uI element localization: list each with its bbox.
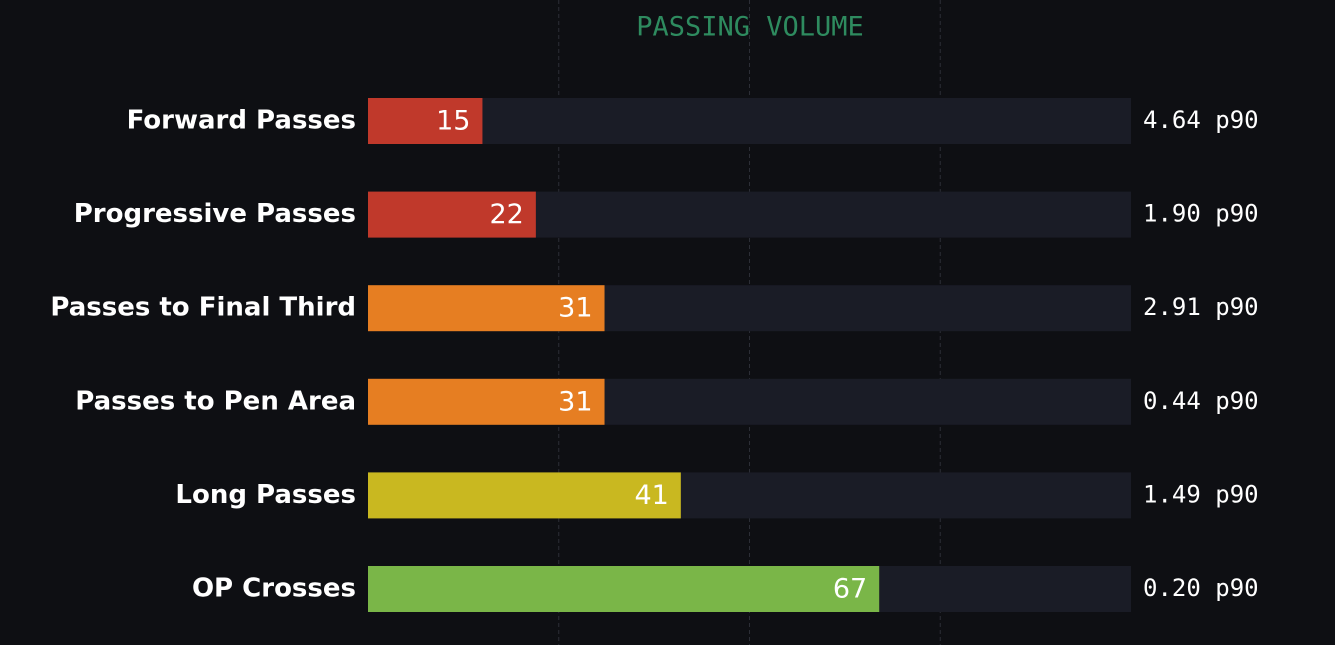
per90-label: 4.64 p90 — [1143, 106, 1259, 134]
category-label: OP Crosses — [192, 574, 356, 604]
bar — [368, 378, 605, 425]
bar-value-label: 31 — [558, 386, 592, 417]
bar-value-label: 15 — [436, 106, 470, 137]
category-label: Passes to Final Third — [50, 293, 356, 323]
bar — [368, 285, 605, 332]
per90-label: 0.20 p90 — [1143, 574, 1259, 602]
bar — [368, 472, 681, 519]
bar — [368, 98, 483, 144]
category-label: Progressive Passes — [74, 199, 356, 229]
bar — [368, 191, 536, 238]
category-label: Forward Passes — [127, 106, 356, 136]
per90-label: 1.90 p90 — [1143, 200, 1259, 228]
bar-value-label: 22 — [490, 199, 524, 230]
bar — [368, 566, 880, 612]
bar-value-label: 31 — [558, 293, 592, 324]
category-label: Long Passes — [175, 480, 356, 510]
per90-label: 1.49 p90 — [1143, 480, 1259, 508]
category-label: Passes to Pen Area — [75, 386, 356, 416]
bar-track — [368, 98, 1131, 144]
per90-label: 0.44 p90 — [1143, 387, 1259, 415]
per90-label: 2.91 p90 — [1143, 293, 1259, 321]
bar-value-label: 67 — [833, 574, 867, 605]
bar-value-label: 41 — [634, 480, 668, 511]
